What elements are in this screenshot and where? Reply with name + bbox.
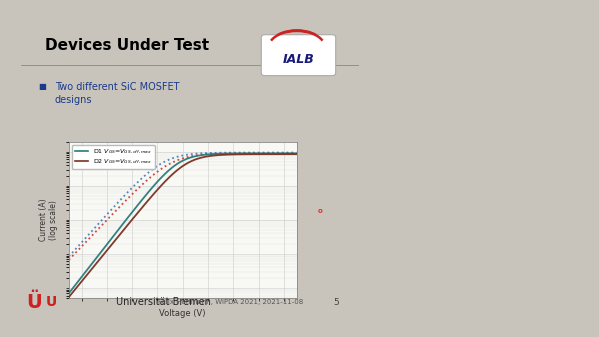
Text: Devices Under Test: Devices Under Test	[45, 38, 209, 53]
FancyBboxPatch shape	[261, 35, 335, 76]
X-axis label: Voltage (V): Voltage (V)	[159, 309, 206, 318]
Text: U: U	[46, 296, 57, 309]
Legend: D1 $V_{GS}$=$V_{GS,off,max}$, D2 $V_{GS}$=$V_{GS,off,max}$: D1 $V_{GS}$=$V_{GS,off,max}$, D2 $V_{GS}…	[72, 145, 155, 169]
Text: ■: ■	[38, 82, 46, 91]
Text: IALB: IALB	[283, 52, 314, 64]
Text: IALB: IALB	[283, 53, 314, 66]
Y-axis label: Current (A)
(log scale): Current (A) (log scale)	[39, 198, 59, 241]
Text: 5: 5	[333, 298, 338, 307]
Text: Two different SiC MOSFET
designs: Two different SiC MOSFET designs	[55, 82, 179, 105]
Text: Felix Hoffmann, WiPDA 2021, 2021-11-08: Felix Hoffmann, WiPDA 2021, 2021-11-08	[158, 300, 304, 305]
Text: o: o	[318, 208, 323, 214]
Text: Ü: Ü	[26, 293, 43, 312]
Text: Universität Bremen: Universität Bremen	[116, 298, 211, 307]
